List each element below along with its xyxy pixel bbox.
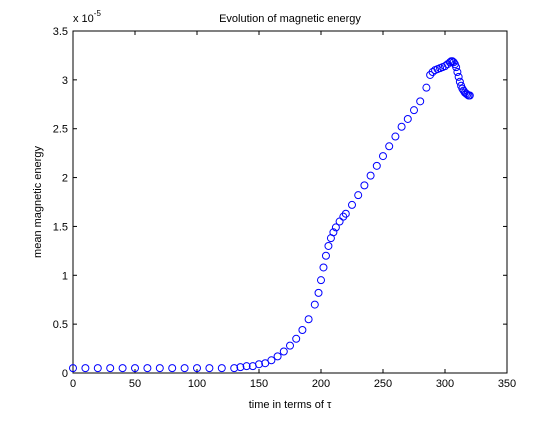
- x-tick-label: 300: [436, 378, 454, 390]
- data-point: [360, 181, 369, 190]
- y-tick-label: 0.5: [53, 319, 68, 331]
- data-point: [397, 122, 406, 131]
- data-point: [354, 191, 363, 200]
- data-point: [416, 97, 425, 106]
- data-point: [230, 364, 239, 373]
- data-point: [331, 223, 340, 232]
- data-point: [366, 171, 375, 180]
- data-point: [441, 62, 449, 71]
- plot-area: [72, 30, 508, 374]
- data-point: [310, 300, 319, 309]
- data-point: [242, 362, 251, 371]
- data-point: [118, 364, 127, 373]
- x-tick-label: 350: [498, 378, 516, 390]
- axis-ticks: 0 50 100 150 200 250 300 350 0 0.5 1 1.5 2 2.5 3 3.5: [53, 26, 516, 390]
- data-point: [273, 352, 282, 361]
- data-point: [143, 364, 152, 373]
- data-point: [93, 364, 102, 373]
- y-tick-label: 3: [62, 75, 68, 87]
- data-point: [317, 276, 325, 285]
- data-point: [168, 364, 177, 373]
- x-tick-label: 150: [250, 378, 268, 390]
- data-point: [403, 114, 412, 123]
- data-point: [321, 251, 330, 260]
- y-tick-label: 2.5: [53, 124, 68, 136]
- data-point: [449, 58, 458, 67]
- y-axis-label: mean magnetic energy: [32, 146, 44, 258]
- data-point: [453, 68, 462, 77]
- y-tick-label: 1.5: [53, 221, 68, 233]
- data-point: [314, 288, 323, 297]
- data-point: [81, 364, 90, 373]
- data-point: [155, 364, 164, 373]
- data-point: [372, 161, 381, 170]
- data-points: [69, 57, 474, 373]
- data-point: [455, 77, 464, 86]
- data-point: [410, 106, 418, 115]
- x-tick-label: 100: [188, 378, 206, 390]
- x-tick-label: 200: [312, 378, 330, 390]
- data-point: [236, 363, 245, 372]
- data-point: [255, 360, 263, 369]
- y-tick-label: 1: [62, 270, 68, 282]
- data-point: [304, 315, 313, 324]
- data-point: [465, 91, 474, 100]
- data-point: [379, 152, 387, 161]
- data-point: [180, 364, 189, 373]
- y-tick-label: 2: [62, 173, 68, 185]
- data-point: [69, 364, 77, 373]
- data-point: [391, 132, 400, 141]
- y-tick-label: 3.5: [53, 26, 68, 38]
- data-point: [279, 347, 288, 356]
- data-point: [286, 341, 294, 350]
- data-point: [106, 364, 115, 373]
- data-point: [217, 364, 226, 373]
- data-point: [329, 228, 338, 237]
- x-tick-label: 250: [374, 378, 392, 390]
- data-point: [319, 263, 328, 272]
- data-point: [131, 364, 139, 373]
- data-point: [385, 142, 394, 151]
- x-axis-label: time in terms of τ: [249, 399, 332, 411]
- data-point: [292, 334, 301, 343]
- chart-title: Evolution of magnetic energy: [219, 13, 361, 25]
- data-point: [298, 326, 307, 335]
- data-point: [205, 364, 214, 373]
- data-point: [348, 200, 356, 209]
- data-point: [193, 364, 201, 373]
- x-tick-label: 0: [70, 378, 76, 390]
- data-point: [267, 356, 276, 365]
- x-tick-label: 50: [129, 378, 141, 390]
- data-point: [324, 241, 333, 250]
- y-tick-label: 0: [62, 368, 68, 380]
- data-point: [452, 63, 461, 72]
- data-point: [454, 72, 463, 81]
- data-point: [422, 83, 431, 92]
- data-point: [341, 209, 350, 218]
- data-point: [462, 89, 471, 98]
- y-scale-factor: x 10-5: [73, 9, 101, 25]
